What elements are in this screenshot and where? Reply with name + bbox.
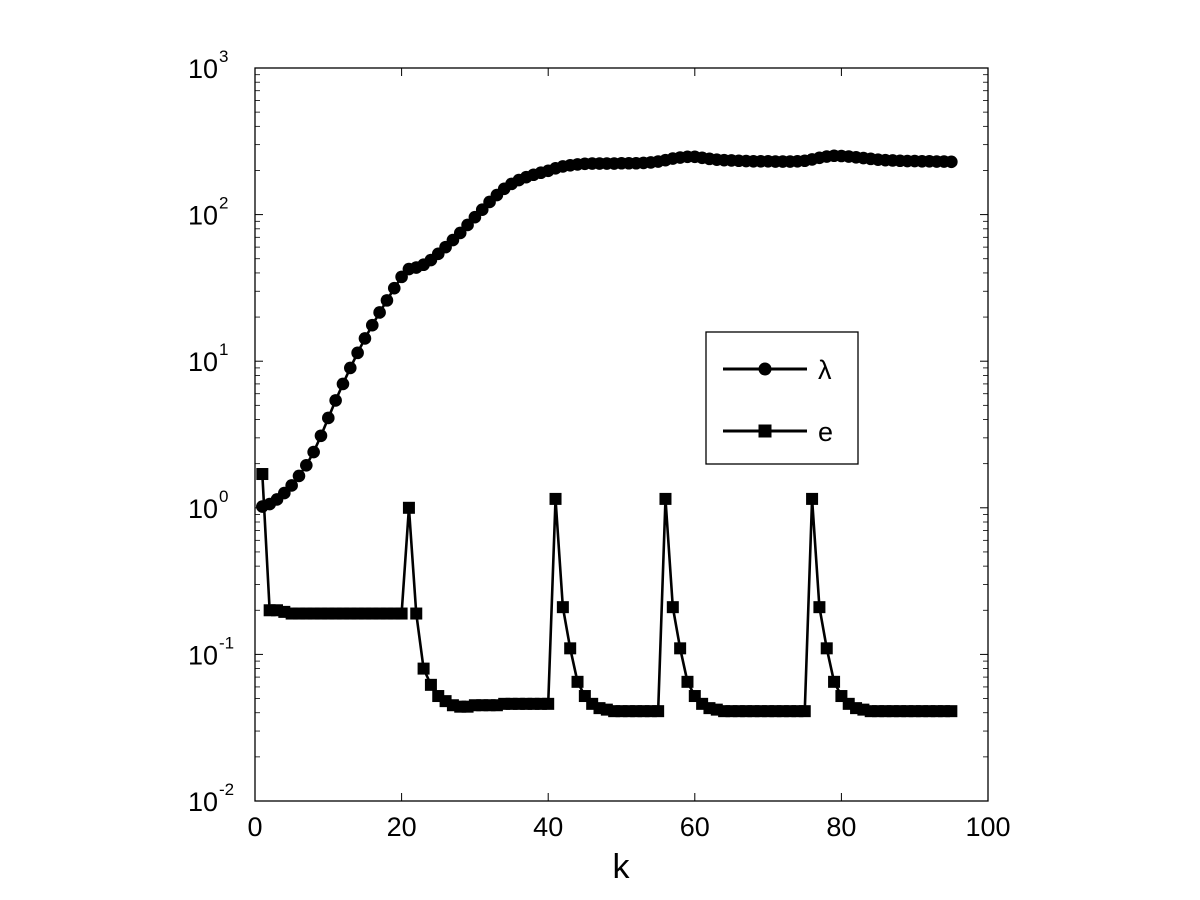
data-point xyxy=(659,492,672,505)
x-tick-labels: 0 20 40 60 80 100 xyxy=(247,812,1010,842)
data-point xyxy=(343,361,357,375)
data-point xyxy=(410,607,423,620)
data-point xyxy=(351,346,364,360)
data-point xyxy=(314,429,328,443)
data-point xyxy=(674,642,687,655)
y-tick-base: 10 xyxy=(188,787,218,817)
x-tick-label: 40 xyxy=(533,812,563,842)
series-layer xyxy=(256,149,958,718)
legend: λ e xyxy=(705,331,859,465)
data-point xyxy=(402,501,415,514)
data-point xyxy=(549,492,562,505)
data-point xyxy=(358,332,372,345)
y-tick-base: 10 xyxy=(188,494,218,524)
y-tick-base: 10 xyxy=(188,640,218,670)
data-point xyxy=(571,675,584,688)
x-tick-label: 60 xyxy=(680,812,710,842)
y-tick-base: 10 xyxy=(188,347,218,377)
x-axis-label: k xyxy=(613,848,631,886)
y-tick-label: 10 -1 xyxy=(188,633,234,670)
y-tick-exponent: 3 xyxy=(219,47,228,66)
data-point xyxy=(292,469,306,483)
data-point xyxy=(300,458,313,472)
data-point xyxy=(373,306,386,319)
plot-area xyxy=(255,68,988,801)
legend-box xyxy=(705,331,859,465)
data-point xyxy=(556,601,569,614)
legend-label-lambda: λ xyxy=(818,355,832,385)
data-point xyxy=(380,294,394,307)
y-tick-base: 10 xyxy=(188,54,218,84)
data-point xyxy=(424,678,437,691)
data-point xyxy=(329,394,342,407)
y-tick-label: 10 1 xyxy=(188,340,229,377)
data-point xyxy=(820,642,833,655)
data-point xyxy=(387,281,401,295)
minor-ticks xyxy=(255,74,988,758)
y-tick-label: 10 2 xyxy=(188,194,229,231)
series-lambda xyxy=(256,149,958,513)
data-point xyxy=(336,377,350,391)
y-tick-label: 10 -2 xyxy=(188,780,234,817)
data-point xyxy=(681,675,694,688)
data-point xyxy=(806,492,819,505)
data-point xyxy=(652,705,665,718)
y-tick-exponent: 1 xyxy=(219,340,228,359)
y-tick-exponent: 2 xyxy=(219,194,228,213)
legend-marker-e xyxy=(758,424,772,438)
x-tick-label: 100 xyxy=(965,812,1010,842)
y-tick-exponent: -2 xyxy=(219,780,234,799)
legend-marker-lambda xyxy=(758,362,772,376)
data-point xyxy=(813,601,826,614)
y-tick-exponent: 0 xyxy=(219,487,228,506)
data-point xyxy=(945,705,958,718)
data-point xyxy=(542,697,555,710)
x-tick-label: 20 xyxy=(387,812,417,842)
series-e xyxy=(256,468,958,718)
data-point xyxy=(564,642,577,655)
x-tick-label: 80 xyxy=(826,812,856,842)
data-point xyxy=(453,226,467,240)
data-point xyxy=(307,445,320,459)
data-point xyxy=(395,607,408,620)
data-point xyxy=(666,601,679,614)
data-point xyxy=(322,411,335,425)
data-point xyxy=(256,468,269,481)
data-point xyxy=(798,705,811,718)
data-point xyxy=(828,675,841,688)
y-tick-exponent: -1 xyxy=(219,633,234,652)
data-point xyxy=(365,318,379,332)
data-point xyxy=(945,155,958,169)
y-tick-label: 10 3 xyxy=(188,47,229,84)
y-tick-label: 10 0 xyxy=(188,487,229,524)
data-point xyxy=(417,662,430,675)
legend-label-e: e xyxy=(818,417,833,447)
plot-frame xyxy=(254,67,989,802)
x-tick-label: 0 xyxy=(247,812,262,842)
y-tick-base: 10 xyxy=(188,201,218,231)
data-point xyxy=(285,479,298,492)
